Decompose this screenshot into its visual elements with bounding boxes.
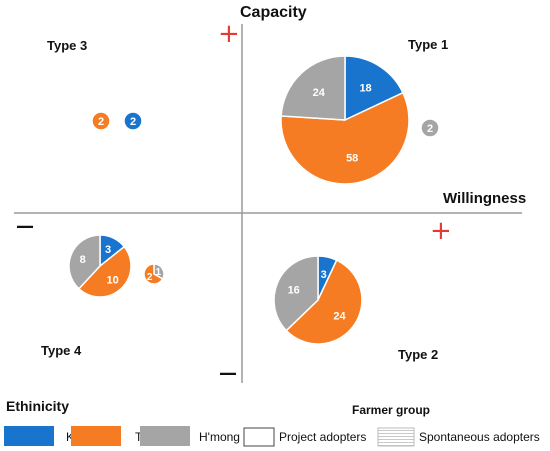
pie-5-label-kinh: 2 [130,116,136,128]
legend-label-hmong: H'mong [199,430,240,444]
pie-4-slice-thai [91,111,111,131]
pie-1-slice-hmong [280,55,346,121]
pie-6-slice-hmong [68,234,101,290]
minus-sign-willingness: — [16,216,34,237]
legend-swatch-project-adopters [243,427,275,447]
pie-7-label-thai: 2 [147,272,153,283]
pie-3-label-hmong: 16 [288,285,300,297]
minus-sign-capacity: — [219,363,237,384]
legend-label-spontaneous-adopters: Spontaneous adopters [419,430,540,444]
pie-5-slice-kinh [123,111,143,131]
pie-6-label-thai: 10 [107,275,119,287]
pie-2-slice-hmong [420,118,440,138]
quadrant-label-type-4: Type 4 [41,343,82,358]
legend-swatch-thai [71,426,121,446]
plus-sign-capacity: + [218,19,240,49]
legend-swatch-kinh [4,426,54,446]
pie-6-label-kinh: 3 [105,244,111,256]
legend-swatch-spontaneous-adopters [377,427,415,447]
pie-6-slice-thai [77,245,132,298]
pie-1-label-kinh: 18 [359,83,371,95]
pie-7-slice-thai [143,263,164,285]
quadrant-label-type-3: Type 3 [47,38,87,53]
legend-group-title: Farmer group [352,403,430,417]
pie-3-slice-hmong [273,255,319,332]
legend-ethnicity-title: Ethinicity [6,398,69,414]
quadrant-label-type-2: Type 2 [398,347,438,362]
pie-1-label-thai: 58 [346,153,358,165]
pie-1-slice-thai [280,91,410,185]
pie-3-label-thai: 24 [333,310,346,322]
y-axis-label: Capacity [240,4,307,21]
pie-3-label-kinh: 3 [321,269,327,281]
pie-3-slice-thai [285,259,363,345]
legend-swatch-hmong [140,426,190,446]
plus-sign-willingness: + [430,216,452,246]
x-axis-label: Willingness [443,190,526,207]
pie-4-label-thai: 2 [98,116,104,128]
pie-1-label-hmong: 24 [313,87,326,99]
quadrant-label-type-1: Type 1 [408,37,448,52]
pie-1-slice-kinh [344,55,404,122]
pie-2-label-hmong: 2 [427,123,433,135]
pie-6-label-hmong: 8 [80,254,86,266]
pie-7-label-hmong: 1 [156,267,162,278]
legend-label-project-adopters: Project adopters [279,430,366,444]
